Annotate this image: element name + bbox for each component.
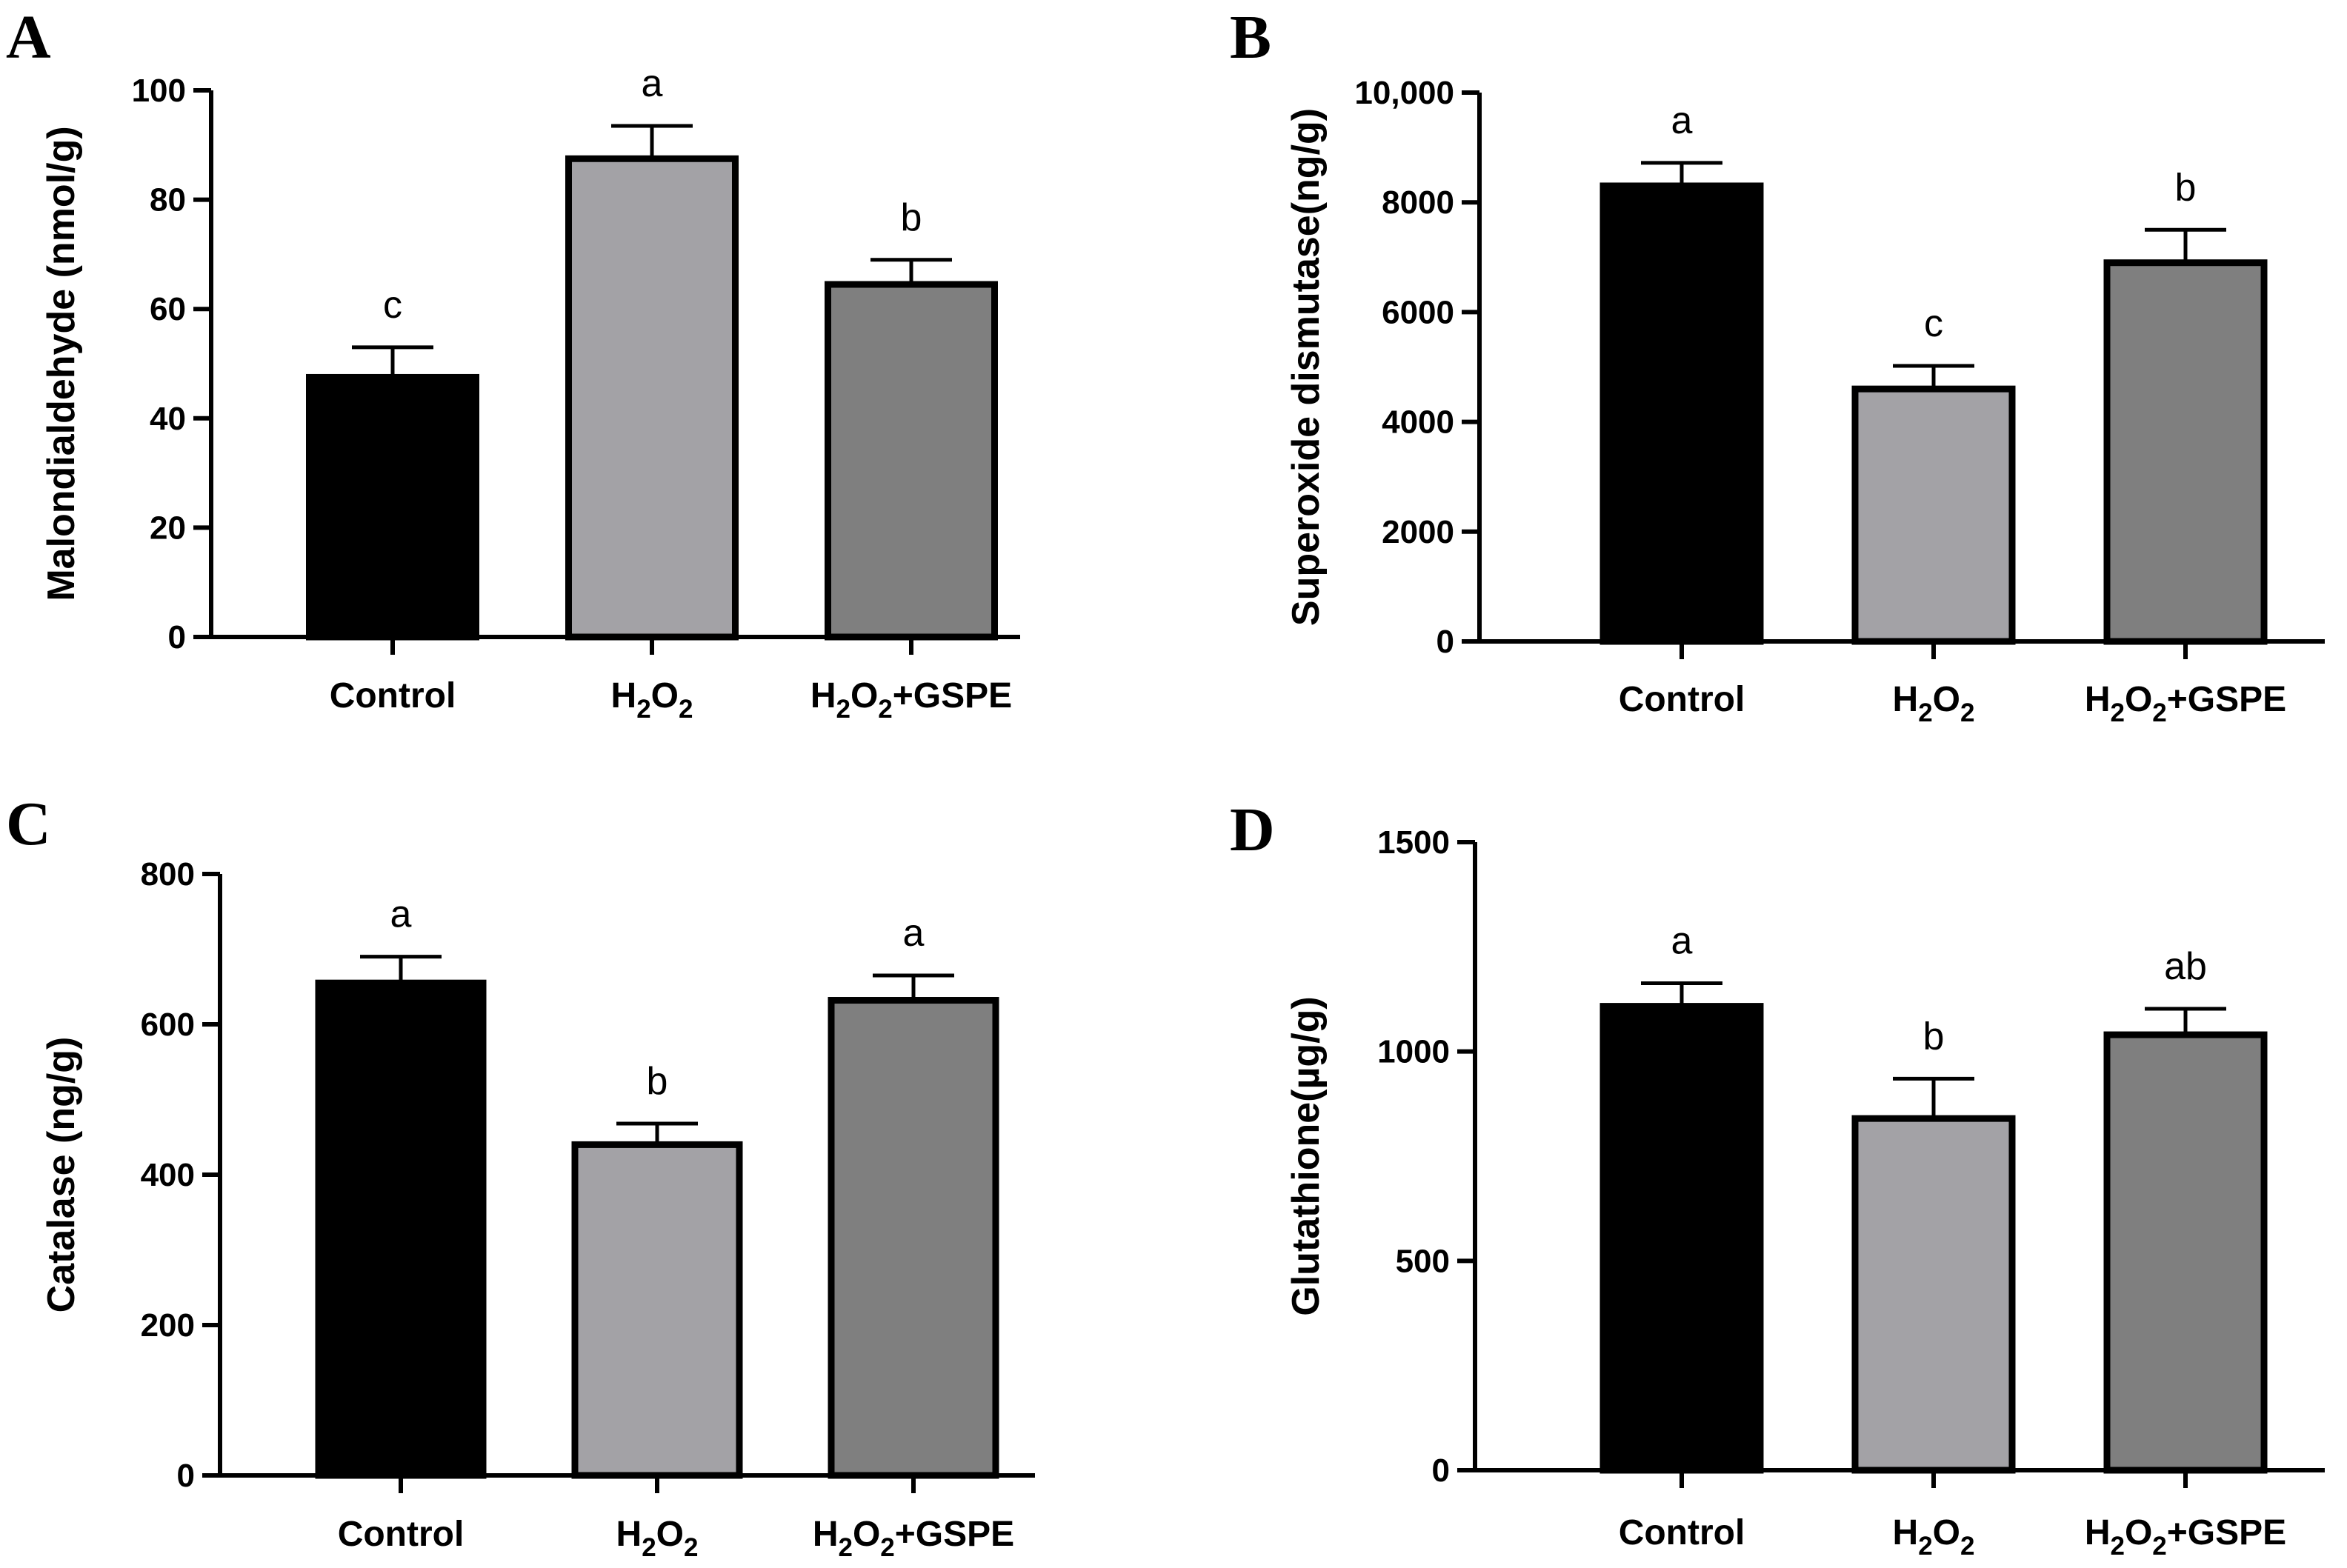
bar (315, 979, 487, 1479)
y-tick-label: 0 (177, 1458, 195, 1494)
y-axis-title: Catalase (ng/g) (40, 1037, 83, 1313)
significance-label: ab (2164, 945, 2207, 988)
significance-label: b (2175, 166, 2197, 209)
significance-label: b (901, 196, 922, 239)
y-tick-label: 1500 (1377, 824, 1450, 861)
bar (2103, 259, 2268, 645)
significance-label: c (383, 284, 402, 327)
category-label: H2O2 (616, 1515, 699, 1562)
y-axis-title: Glutathione(µg/g) (1285, 996, 1328, 1315)
panel-letter: C (6, 790, 51, 858)
bar (571, 1141, 743, 1479)
bar (1851, 1115, 2016, 1474)
category-label: H2O2 (1893, 1513, 1975, 1561)
y-tick-label: 20 (150, 510, 186, 546)
category-label: H2O2+GSPE (2085, 1513, 2286, 1561)
y-tick-label: 500 (1396, 1243, 1450, 1279)
y-tick-label: 40 (150, 401, 186, 437)
category-label: H2O2+GSPE (813, 1515, 1014, 1562)
category-label: Control (1619, 680, 1745, 719)
y-tick-label: 8000 (1382, 184, 1454, 221)
panel-letter: D (1230, 795, 1275, 864)
bar (1851, 385, 2016, 645)
y-tick-label: 2000 (1382, 514, 1454, 550)
significance-label: a (903, 912, 925, 955)
bar (825, 281, 998, 641)
category-label: H2O2+GSPE (2085, 680, 2286, 727)
panel-b: B 0 2000 4000 6000 8000 10,000 Superoxide dismu… (1230, 3, 2325, 727)
significance-label: c (1924, 302, 1943, 345)
panel-a: A 0 20 40 60 80 100 Malondialdehyde (nmol/g) c Co… (6, 3, 1020, 724)
y-axis-title: Superoxide dismutase(ng/g) (1285, 108, 1328, 626)
significance-label: a (1671, 99, 1693, 142)
category-label: H2O2 (611, 676, 693, 724)
panel-letter: A (6, 3, 51, 72)
y-tick-label: 400 (141, 1157, 195, 1193)
significance-label: a (1671, 920, 1693, 963)
bar (565, 155, 739, 641)
y-tick-label: 200 (141, 1307, 195, 1344)
y-tick-label: 1000 (1377, 1034, 1450, 1070)
panel-letter: B (1230, 3, 1271, 72)
bar (1599, 1003, 1764, 1474)
panel-c: C 0 200 400 600 800 Catalase (ng/g) a Control b H2… (6, 790, 1035, 1562)
y-tick-label: 600 (141, 1007, 195, 1043)
y-tick-label: 4000 (1382, 404, 1454, 441)
bar (2103, 1031, 2268, 1474)
y-tick-label: 80 (150, 182, 186, 218)
bar (1599, 182, 1764, 645)
bar (828, 997, 999, 1479)
y-tick-label: 0 (1432, 1452, 1450, 1489)
panel-d: D 0 500 1000 1500 Glutathione(µg/g) a Control b H… (1230, 795, 2325, 1561)
significance-label: b (1923, 1015, 1945, 1058)
y-tick-label: 60 (150, 291, 186, 327)
category-label: H2O2+GSPE (810, 676, 1012, 724)
y-axis-title: Malondialdehyde (nmol/g) (40, 126, 83, 601)
category-label: Control (330, 676, 456, 715)
category-label: Control (1619, 1513, 1745, 1552)
y-tick-label: 0 (1437, 624, 1454, 660)
y-tick-label: 10,000 (1354, 75, 1454, 111)
y-tick-label: 800 (141, 856, 195, 893)
category-label: H2O2 (1893, 680, 1975, 727)
bar (306, 373, 479, 641)
category-label: Control (338, 1515, 465, 1554)
significance-label: a (390, 893, 412, 936)
y-tick-label: 6000 (1382, 294, 1454, 330)
y-tick-label: 100 (132, 73, 186, 109)
y-tick-label: 0 (168, 619, 186, 655)
significance-label: b (647, 1060, 668, 1103)
significance-label: a (642, 62, 663, 105)
